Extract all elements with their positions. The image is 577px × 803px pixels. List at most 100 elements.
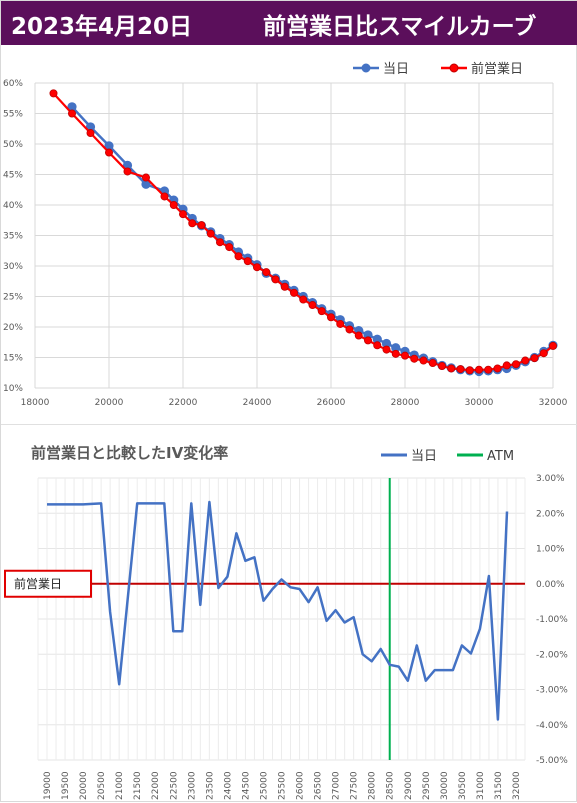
data-point-prev [382, 345, 391, 354]
y-tick-label: 45% [3, 171, 23, 181]
x-tick-label: 22000 [151, 771, 161, 800]
x-tick-label: 30000 [465, 398, 494, 408]
data-point-prev [299, 295, 308, 304]
y-tick-label: -1.00% [536, 615, 568, 625]
data-point-prev [363, 336, 372, 345]
data-point-prev [160, 192, 169, 201]
x-tick-label: 28500 [386, 771, 396, 800]
chart-separator [1, 424, 577, 425]
x-tick-label: 26000 [317, 398, 346, 408]
data-point-prev [105, 148, 114, 157]
data-point-prev [549, 341, 558, 350]
x-tick-label: 18000 [21, 398, 50, 408]
y-tick-label: 2.00% [536, 509, 565, 519]
report-header: 2023年4月20日 前営業日比スマイルカーブ [1, 1, 577, 45]
data-point-prev [243, 257, 252, 266]
report-date: 2023年4月20日 [11, 14, 193, 40]
legend-label-atm: ATM [487, 449, 514, 464]
series-line-today [47, 500, 509, 721]
data-point-prev [336, 319, 345, 328]
legend-label-prev: 前営業日 [471, 61, 523, 77]
y-tick-label: 15% [3, 354, 23, 364]
data-point-prev [437, 362, 446, 371]
x-tick-label: 20000 [79, 771, 89, 800]
data-point-prev [178, 210, 187, 219]
x-tick-label: 27500 [350, 771, 360, 800]
data-point-prev [511, 360, 520, 369]
data-point-prev [539, 349, 548, 358]
data-point-prev [188, 219, 197, 228]
x-tick-label: 25000 [259, 771, 269, 800]
data-point-prev [308, 301, 317, 310]
data-point-prev [234, 252, 243, 261]
prev-day-label-box [4, 569, 92, 598]
x-tick-label: 27000 [332, 771, 342, 800]
y-tick-label: 3.00% [536, 474, 565, 484]
data-point-prev [474, 365, 483, 374]
y-tick-label: -3.00% [536, 686, 568, 696]
x-tick-label: 32000 [539, 398, 568, 408]
data-point-prev [345, 325, 354, 334]
data-point-prev [521, 356, 530, 365]
y-tick-label: 20% [3, 323, 23, 333]
x-tick-label: 20500 [97, 771, 107, 800]
data-point-prev [493, 364, 502, 373]
y-tick-label: -5.00% [536, 756, 568, 766]
x-tick-label: 30000 [440, 771, 450, 800]
x-tick-label: 26000 [296, 771, 306, 800]
data-point-prev [465, 366, 474, 375]
x-tick-label: 30500 [458, 771, 468, 800]
data-point-prev [502, 361, 511, 370]
data-point-prev [326, 313, 335, 322]
x-tick-label: 26500 [314, 771, 324, 800]
x-tick-label: 21000 [115, 771, 125, 800]
x-tick-label: 28000 [391, 398, 420, 408]
chart-title: 前営業日と比較したIV変化率 [31, 444, 228, 462]
x-tick-label: 19500 [61, 771, 71, 800]
report-title: 前営業日比スマイルカーブ [263, 14, 537, 40]
x-tick-label: 25500 [278, 771, 288, 800]
data-point-prev [206, 229, 215, 238]
series-line-today [71, 105, 554, 373]
series-line-prev [52, 92, 554, 372]
data-point-prev [530, 354, 539, 363]
data-point-prev [141, 173, 150, 182]
iv-change-chart: 前営業日と比較したIV変化率 3.00% 2.00% 1.00% 0.00% -1.00%… [4, 444, 568, 800]
data-point-prev [262, 268, 271, 277]
x-tick-label: 23000 [187, 771, 197, 800]
x-tick-label: 21500 [133, 771, 143, 800]
y-tick-label: -4.00% [536, 721, 568, 731]
data-point-prev [225, 243, 234, 252]
y-tick-label: 1.00% [536, 545, 565, 555]
y-tick-label: 10% [3, 384, 23, 394]
data-point-prev [447, 364, 456, 373]
x-tick-label: 24500 [241, 771, 251, 800]
smile-curve-chart: 60% 55% 50% 45% 40% 35% 30% 25% 20% 15% 10% 18000 20… [3, 61, 568, 408]
x-tick-label: 23500 [205, 771, 215, 800]
legend-label-today: 当日 [383, 62, 409, 77]
data-point-prev [215, 238, 224, 247]
x-tick-label: 19000 [43, 771, 53, 800]
x-tick-label: 28000 [368, 771, 378, 800]
x-tick-label: 24000 [243, 398, 272, 408]
y-tick-label: 50% [3, 140, 23, 150]
x-tick-label: 22000 [169, 398, 198, 408]
data-point-prev [354, 331, 363, 340]
y-tick-label: 35% [3, 232, 23, 242]
x-tick-label: 31500 [494, 771, 504, 800]
data-point-prev [271, 275, 280, 284]
data-point-prev [419, 356, 428, 365]
y-tick-label: 40% [3, 201, 23, 211]
data-point-prev [197, 221, 206, 230]
data-point-prev [400, 351, 409, 360]
legend-marker-today [361, 63, 371, 73]
x-tick-label: 22500 [169, 771, 179, 800]
data-point-prev [280, 282, 289, 291]
data-point-prev [428, 358, 437, 367]
y-tick-label: 55% [3, 110, 23, 120]
data-point-prev [373, 341, 382, 350]
y-tick-label: 60% [3, 79, 23, 89]
data-point-prev [391, 349, 400, 358]
data-point-prev [484, 365, 493, 374]
